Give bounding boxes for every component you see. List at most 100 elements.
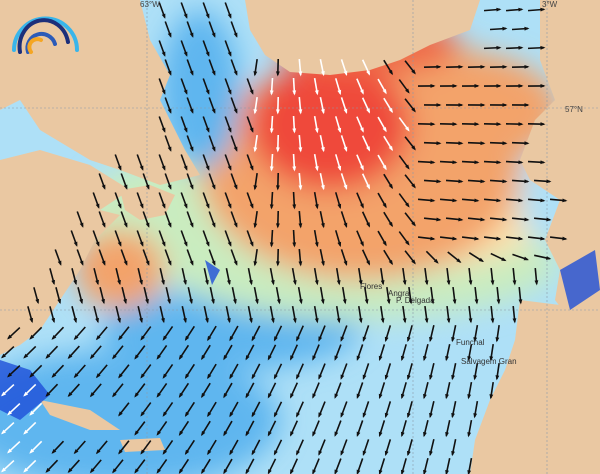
wave-arrow [162,401,174,417]
wave-arrow [445,458,451,474]
wave-arrow [23,345,37,359]
wave-arrow [512,267,517,286]
wave-arrow [377,78,387,95]
wave-arrow [340,249,348,267]
wave-arrow [225,306,231,324]
wave-arrow [114,230,122,247]
wave-arrow [201,420,211,437]
wave-arrow [115,306,121,324]
wave-arrow [490,267,495,286]
wave-arrow [51,326,65,340]
wave-arrow [335,305,341,324]
wave-arrow [137,268,143,286]
wave-arrow [527,7,546,12]
wave-arrow [361,211,371,228]
wave-arrow [417,122,436,127]
wave-arrow [23,383,37,397]
wave-arrow [533,217,552,222]
wave-arrow [298,96,303,115]
wave-arrow [89,459,102,474]
wave-arrow [319,249,325,267]
wave-arrow [451,439,457,457]
wave-arrow [158,40,166,57]
wave-arrow [246,116,254,133]
iberia-africa [470,300,600,474]
wave-arrow [511,179,530,184]
wave-arrow [489,26,508,31]
wave-arrow [451,325,457,343]
wave-arrow [446,267,451,286]
wave-arrow [445,382,451,400]
wave-arrow [319,173,325,191]
wave-arrow [377,192,387,209]
wave-arrow [1,459,15,473]
wave-arrow [178,420,190,436]
wave-arrow [292,191,297,210]
wave-arrow [340,401,348,418]
deep-shelf [0,250,600,420]
wave-arrow [118,402,130,417]
wave-arrow [296,401,304,418]
wave-arrow [378,458,386,474]
wave-arrow [186,211,194,228]
wave-arrow [158,78,166,95]
wave-arrow [245,382,255,399]
wave-arrow [446,305,451,324]
wave-arrow [158,230,166,247]
wave-arrow [93,306,99,324]
wave-arrow [380,267,385,286]
wave-arrow [267,420,277,437]
wave-arrow [73,326,86,341]
wave-arrow [335,267,341,286]
wave-arrow [45,345,59,359]
wave-arrow [549,198,568,203]
wave-arrow [318,325,326,342]
wave-arrow [429,363,435,381]
wave-arrow [356,344,364,361]
wave-arrow [73,364,86,379]
wave-arrow [23,459,37,473]
wave-arrow [202,192,210,209]
wave-arrow [404,174,416,189]
wave-arrow [181,268,187,286]
wave-arrow [424,305,429,324]
wave-rainbow-logo-icon [12,16,79,54]
wave-arrow [209,287,215,305]
wave-arrow [423,217,442,222]
wave-arrow [137,306,143,324]
wave-arrow [319,59,325,77]
wave-arrow [246,192,254,209]
wave-arrow [483,198,502,203]
wave-arrow [120,249,128,266]
wave-arrow [89,383,102,398]
wave-arrow [203,268,209,286]
wave-arrow [230,173,238,190]
wave-arrow [1,383,15,397]
place-labels: Flores Angra P. Delgada Funchal Salvagem… [360,282,517,366]
wave-arrow [483,45,502,50]
wave-arrow [251,401,261,418]
wave-arrow [467,381,473,400]
wave-arrow [164,249,172,266]
wave-arrow [51,440,65,454]
wave-arrow [296,363,304,380]
wave-arrow [474,286,479,305]
wave-arrow [142,211,150,228]
wave-arrow [527,122,546,127]
wave-arrow [511,217,530,222]
wave-arrow [340,439,348,456]
wave-arrow [7,402,21,416]
place-salvagem-gran: Salvagem Gran [461,357,517,366]
wave-arrow [313,153,319,172]
wave-arrow [312,344,320,361]
wave-arrow [439,198,458,203]
wave-arrow [483,122,502,127]
wave-arrow [99,287,105,305]
wave-arrow [70,230,78,247]
wave-arrow [364,286,369,305]
wave-arrow [134,459,146,474]
wave-arrow [207,401,217,418]
wave-arrow [361,173,371,190]
wave-arrow [208,173,216,190]
